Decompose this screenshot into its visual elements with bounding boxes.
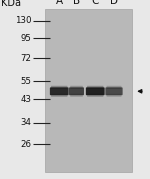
Text: 72: 72 bbox=[21, 54, 32, 63]
Text: A: A bbox=[56, 0, 63, 6]
FancyBboxPatch shape bbox=[105, 87, 123, 95]
FancyBboxPatch shape bbox=[87, 94, 104, 97]
Text: 95: 95 bbox=[21, 34, 32, 43]
FancyBboxPatch shape bbox=[69, 87, 84, 95]
Text: 26: 26 bbox=[21, 140, 32, 149]
Text: C: C bbox=[92, 0, 99, 6]
FancyBboxPatch shape bbox=[50, 87, 69, 95]
FancyBboxPatch shape bbox=[51, 86, 68, 89]
Text: 43: 43 bbox=[21, 95, 32, 104]
Bar bbox=[45, 9, 132, 172]
FancyBboxPatch shape bbox=[106, 94, 122, 97]
FancyBboxPatch shape bbox=[70, 86, 83, 89]
Text: 55: 55 bbox=[21, 77, 32, 86]
Text: 130: 130 bbox=[15, 16, 31, 25]
Text: D: D bbox=[110, 0, 118, 6]
Text: B: B bbox=[73, 0, 80, 6]
FancyBboxPatch shape bbox=[70, 94, 83, 97]
FancyBboxPatch shape bbox=[106, 86, 122, 89]
Text: 34: 34 bbox=[21, 118, 32, 127]
FancyBboxPatch shape bbox=[86, 87, 105, 95]
FancyBboxPatch shape bbox=[51, 94, 68, 97]
FancyBboxPatch shape bbox=[87, 86, 104, 89]
Text: KDa: KDa bbox=[2, 0, 21, 8]
